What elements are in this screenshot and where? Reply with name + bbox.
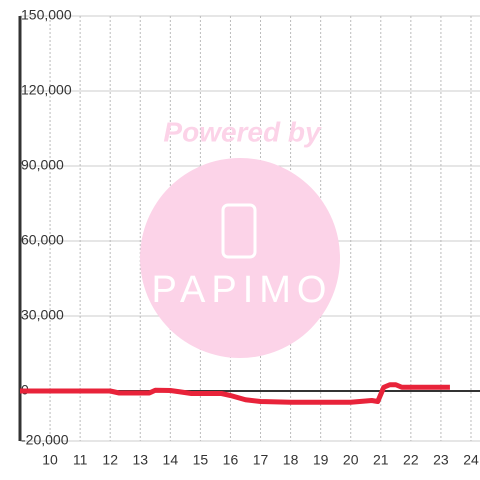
watermark-text: Powered by — [163, 116, 322, 147]
y-tick-label: 90,000 — [21, 157, 64, 173]
x-tick-label: 16 — [223, 452, 239, 468]
x-tick-label: 11 — [73, 452, 88, 468]
x-tick-label: 21 — [373, 452, 389, 468]
y-tick-label: 30,000 — [21, 307, 64, 323]
watermark-brand: PAPIMO — [152, 269, 333, 311]
x-tick-label: 20 — [343, 452, 359, 468]
y-tick-label: 120,000 — [21, 82, 72, 98]
x-tick-label: 24 — [463, 452, 479, 468]
x-tick-label: 22 — [403, 452, 419, 468]
x-tick-label: 23 — [433, 452, 449, 468]
x-tick-label: 19 — [313, 452, 329, 468]
x-tick-label: 18 — [283, 452, 299, 468]
x-tick-label: 12 — [102, 452, 118, 468]
data-line — [20, 382, 450, 405]
x-tick-label: 14 — [163, 452, 179, 468]
y-tick-label: -20,000 — [21, 432, 69, 448]
x-tick-label: 10 — [42, 452, 58, 468]
x-tick-label: 17 — [253, 452, 269, 468]
y-tick-label: 150,000 — [21, 7, 72, 23]
x-tick-label: 15 — [193, 452, 209, 468]
watermark-icon — [221, 203, 257, 259]
y-tick-label: 60,000 — [21, 232, 64, 248]
x-tick-label: 13 — [132, 452, 148, 468]
